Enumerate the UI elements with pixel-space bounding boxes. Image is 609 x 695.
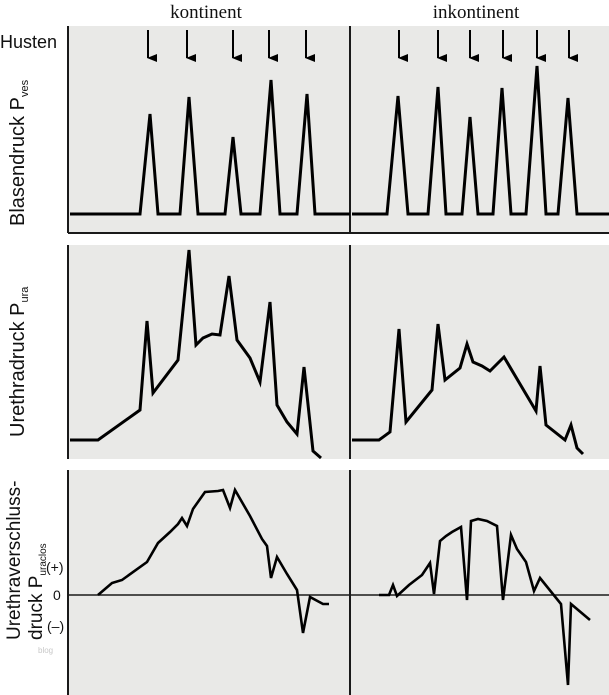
label-closure-line2: druck Puraclos	[26, 543, 49, 640]
column-header-continent: kontinent	[170, 2, 242, 23]
tick-minus: (–)	[47, 618, 64, 634]
row-closure-pressure	[67, 470, 609, 695]
label-closure-sub: uraclos	[38, 543, 49, 575]
label-urethra-main: Urethradruck P	[7, 303, 29, 438]
label-cough: Husten	[0, 32, 57, 52]
label-urethra-sub: ura	[19, 286, 31, 303]
label-bladder-main: Blasendruck P	[7, 97, 29, 226]
closure-trace-continent	[97, 486, 329, 634]
tick-zero: 0	[53, 587, 61, 603]
panel-urethra-incontinent	[350, 245, 609, 459]
bladder-trace-continent	[70, 79, 350, 216]
label-bladder-sub: ves	[19, 79, 31, 97]
panel-urethra-continent	[68, 245, 350, 459]
urethra-trace-incontinent	[352, 323, 585, 456]
column-header-incontinent: inkontinent	[433, 2, 520, 23]
row-bladder-pressure	[67, 26, 609, 234]
urethra-trace-continent	[70, 249, 322, 460]
tick-plus: (+)	[46, 559, 64, 575]
closure-trace-incontinent	[379, 517, 591, 686]
label-closure-line1: Urethraverschluss-	[4, 481, 25, 640]
watermark: blog	[38, 646, 53, 655]
label-bladder-pressure: Blasendruck Pves	[7, 79, 31, 226]
panel-bladder-continent	[68, 26, 350, 233]
label-urethral-pressure: Urethradruck Pura	[7, 286, 31, 437]
label-closure-main: druck P	[26, 576, 47, 640]
row-urethral-pressure	[67, 245, 609, 460]
panel-closure-continent	[68, 470, 350, 695]
bladder-trace-incontinent	[352, 65, 609, 216]
